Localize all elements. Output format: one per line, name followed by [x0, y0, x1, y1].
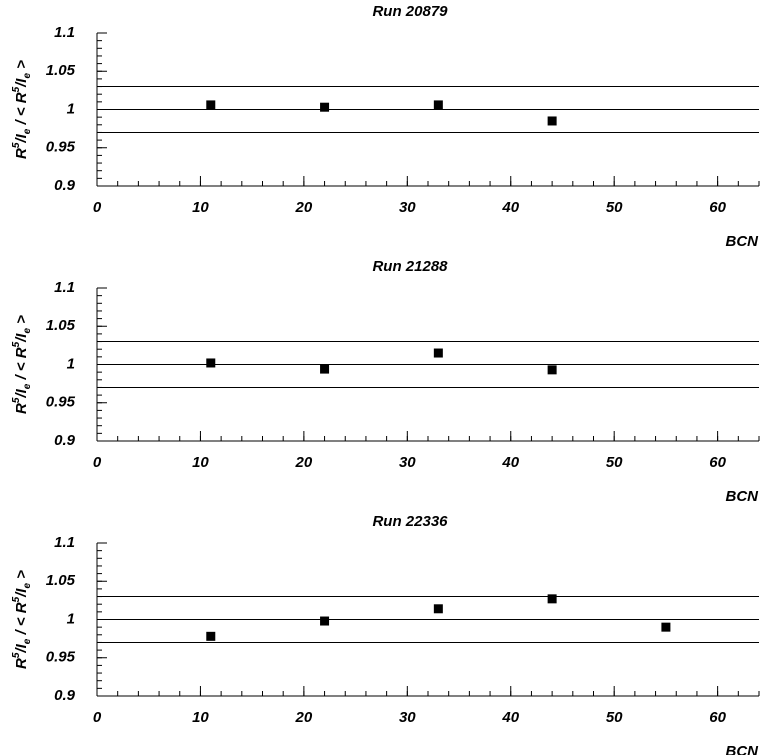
y-tick-label: 1.05 [46, 572, 76, 589]
x-tick-label: 30 [399, 199, 416, 216]
y-tick-label: 1 [67, 355, 75, 372]
y-tick-label: 0.9 [54, 687, 76, 704]
y-axis-label-part: /I [13, 78, 30, 88]
x-tick-label: 0 [93, 199, 102, 216]
x-tick-label: 40 [501, 709, 519, 726]
y-axis-label-part: / < R [13, 347, 30, 383]
y-axis-label-part: / < R [13, 602, 30, 638]
point [433, 604, 443, 614]
point [547, 116, 557, 126]
x-tick-label: 30 [399, 709, 416, 726]
chart-title: Run 20879 [372, 3, 448, 20]
y-axis-label-part: e [22, 583, 33, 589]
y-axis-label-part: 5 [11, 341, 22, 347]
y-axis-label-part: / < R [13, 92, 30, 128]
x-tick-label: 0 [93, 709, 102, 726]
y-axis-label-part: /I [13, 588, 30, 598]
y-axis-label: R5/Ie / < R5/Ie > [11, 315, 33, 414]
y-axis-label: R5/Ie / < R5/Ie > [11, 60, 33, 159]
chart-title: Run 21288 [372, 258, 448, 275]
y-axis-label-part: 5 [11, 397, 22, 403]
x-tick-label: 40 [501, 199, 519, 216]
point [206, 631, 216, 641]
y-tick-label: 1.05 [46, 317, 76, 334]
y-axis-label-part: e [22, 328, 33, 334]
y-axis-label-part: 5 [11, 596, 22, 602]
y-tick-label: 1.05 [46, 62, 76, 79]
x-tick-label: 0 [93, 454, 102, 471]
point [433, 100, 443, 110]
x-tick-label: 50 [606, 454, 623, 471]
point [320, 102, 330, 112]
point [547, 365, 557, 375]
y-tick-label: 1.1 [54, 534, 75, 551]
y-axis-label-part: e [22, 638, 33, 644]
x-tick-label: 50 [606, 199, 623, 216]
y-axis-label-part: R [13, 658, 30, 669]
y-tick-label: 0.9 [54, 177, 76, 194]
y-axis-label-part: e [22, 383, 33, 389]
y-tick-label: 0.95 [46, 394, 76, 411]
x-tick-label: 60 [709, 199, 726, 216]
point [320, 364, 330, 374]
y-axis-label-part: /I [13, 643, 30, 653]
point [320, 616, 330, 626]
y-tick-label: 0.95 [46, 649, 76, 666]
y-axis-label-part: 5 [11, 652, 22, 658]
x-axis-label: BCN [726, 488, 760, 505]
y-axis-label-part: /I [13, 333, 30, 343]
y-tick-label: 0.95 [46, 139, 76, 156]
chart-title: Run 22336 [372, 513, 448, 530]
x-tick-label: 50 [606, 709, 623, 726]
x-tick-label: 40 [501, 454, 519, 471]
y-axis-label-part: > [13, 60, 30, 73]
point [206, 100, 216, 110]
y-axis-label-part: R [13, 403, 30, 414]
x-tick-label: 10 [192, 454, 209, 471]
y-axis-label-part: R [13, 148, 30, 159]
y-tick-label: 0.9 [54, 432, 76, 449]
point [661, 622, 671, 632]
y-axis-label: R5/Ie / < R5/Ie > [11, 570, 33, 669]
point [433, 348, 443, 358]
y-axis-label-part: /I [13, 133, 30, 143]
y-tick-label: 1.1 [54, 279, 75, 296]
x-tick-label: 60 [709, 454, 726, 471]
x-axis-label: BCN [726, 233, 760, 250]
y-axis-label-part: > [13, 570, 30, 583]
x-tick-label: 60 [709, 709, 726, 726]
y-tick-label: 1 [67, 610, 75, 627]
y-axis-label-part: /I [13, 388, 30, 398]
x-tick-label: 10 [192, 199, 209, 216]
y-tick-label: 1 [67, 100, 75, 117]
y-axis-label-part: e [22, 73, 33, 79]
x-axis-label: BCN [726, 743, 760, 755]
point [206, 358, 216, 368]
y-tick-label: 1.1 [54, 24, 75, 41]
y-axis-label-part: > [13, 315, 30, 328]
x-tick-label: 10 [192, 709, 209, 726]
y-axis-label-part: 5 [11, 142, 22, 148]
x-tick-label: 20 [295, 709, 313, 726]
x-tick-label: 30 [399, 454, 416, 471]
x-tick-label: 20 [295, 454, 313, 471]
point [547, 594, 557, 604]
y-axis-label-part: 5 [11, 86, 22, 92]
x-tick-label: 20 [295, 199, 313, 216]
y-axis-label-part: e [22, 128, 33, 134]
